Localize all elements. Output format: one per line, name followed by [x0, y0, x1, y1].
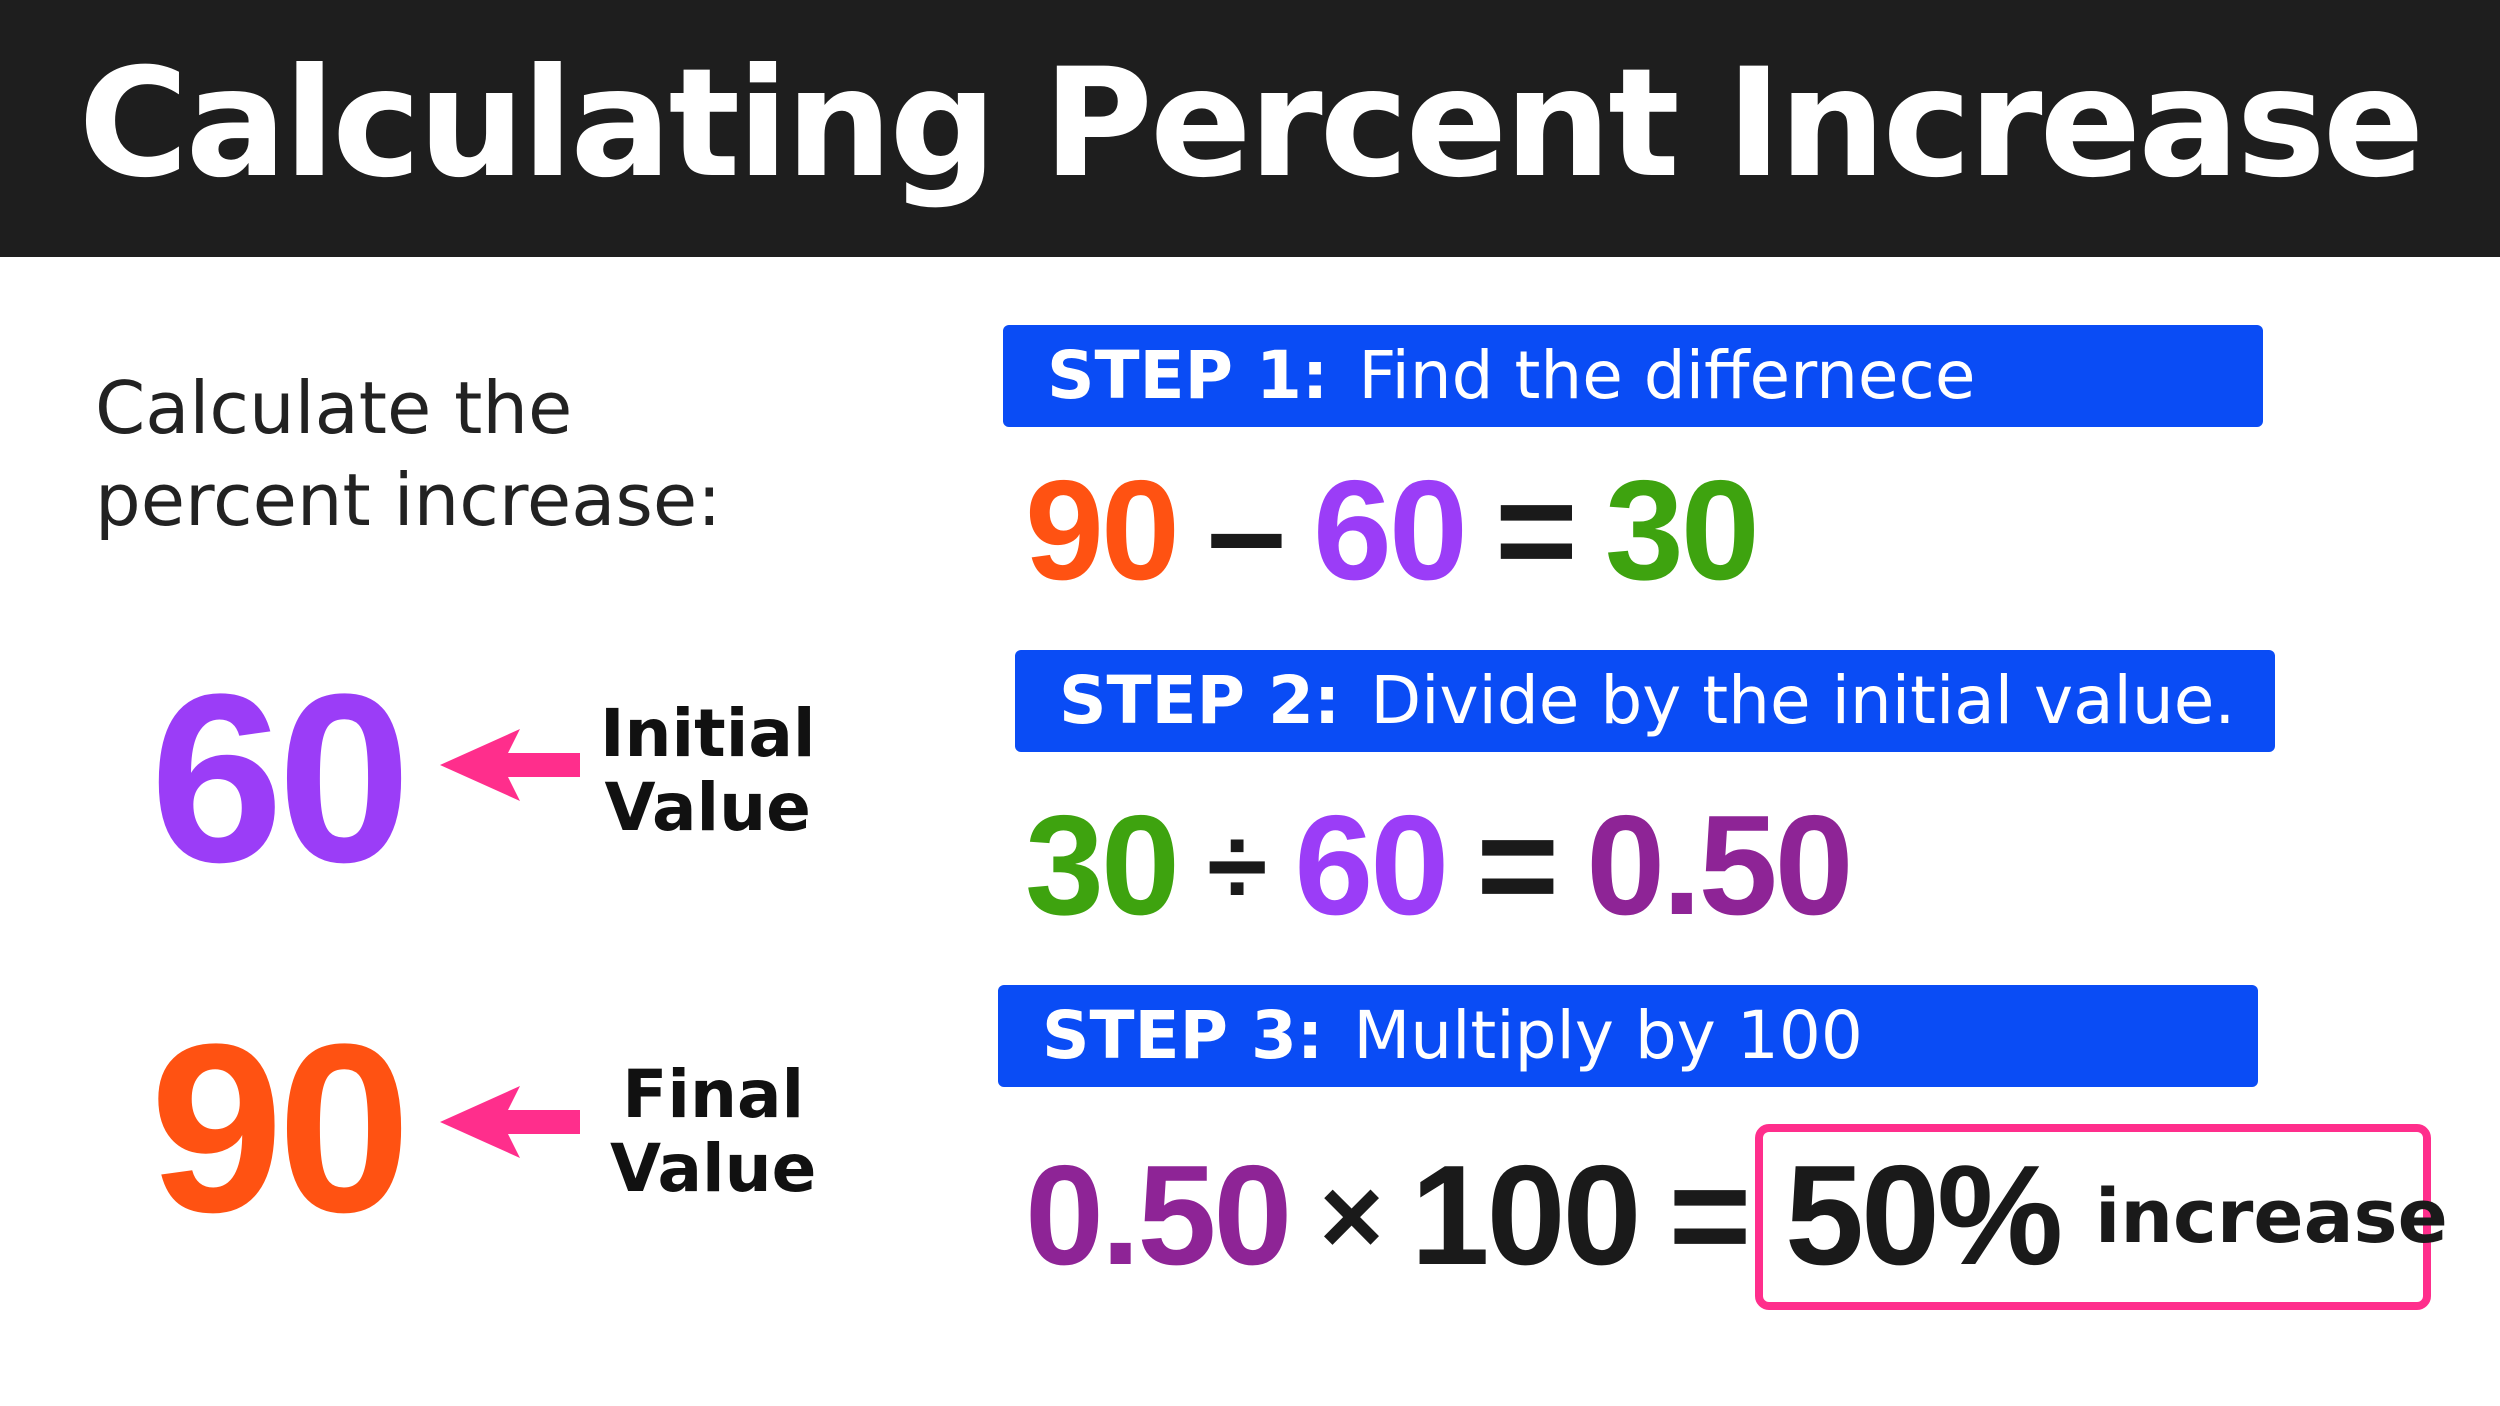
result-highlight-box	[1755, 1124, 2431, 1310]
step-2-key: STEP 2:	[1059, 662, 1341, 739]
step-2-text: Divide by the initial value.	[1370, 662, 2236, 739]
step-2-bar: STEP 2: Divide by the initial value.	[1015, 650, 2275, 752]
equals-sign: =	[1668, 1136, 1752, 1295]
equation-term: 30	[1025, 786, 1180, 945]
equation-term: 60	[1294, 786, 1449, 945]
step-1-bar: STEP 1: Find the differnece	[1003, 325, 2263, 427]
initial-label-line-1: Initial	[600, 695, 816, 772]
equation-result: 0.50	[1586, 786, 1853, 945]
result-word: increase	[2095, 1174, 2448, 1260]
equals-sign: =	[1476, 786, 1559, 945]
arrow-left-icon	[440, 729, 580, 801]
equation-term: 60	[1312, 451, 1468, 610]
step-3-key: STEP 3:	[1042, 997, 1324, 1074]
final-label-line-1: Final	[622, 1056, 805, 1133]
multiply-sign: ×	[1319, 1155, 1383, 1278]
question-prompt: Calculate the percent increase:	[95, 362, 721, 546]
step-3-bar: STEP 3: Multiply by 100	[998, 985, 2258, 1087]
final-value-number: 90	[150, 994, 411, 1262]
prompt-line-1: Calculate the	[95, 366, 573, 450]
final-label-line-2: Value	[610, 1130, 817, 1207]
final-value-label: Final Value	[610, 1058, 816, 1206]
minus-sign: –	[1206, 451, 1286, 610]
equation-result: 30	[1604, 451, 1760, 610]
step-1-key: STEP 1:	[1047, 337, 1329, 414]
step-3-text: Multiply by 100	[1353, 997, 1863, 1074]
arrow-left-icon	[440, 1086, 580, 1158]
equals-sign: =	[1494, 451, 1578, 610]
initial-value-label: Initial Value	[600, 697, 816, 845]
initial-value-number: 60	[150, 644, 411, 912]
prompt-line-2: percent increase:	[95, 458, 722, 542]
step-1-text: Find the differnece	[1358, 337, 1976, 414]
equation-term: 90	[1025, 451, 1180, 610]
divide-sign: ÷	[1206, 805, 1267, 928]
initial-label-line-2: Value	[604, 769, 811, 846]
step-3-equation: 0.50 × 100 =	[1025, 1145, 1778, 1287]
equation-term: 0.50	[1025, 1136, 1292, 1295]
page-title: Calculating Percent Increase	[78, 36, 2424, 211]
step-1-equation: 90–60 = 30	[1025, 451, 1760, 610]
equation-term: 100	[1410, 1136, 1642, 1295]
title-banner: Calculating Percent Increase	[0, 0, 2500, 257]
result-percent: 50%	[1785, 1136, 2063, 1295]
step-2-equation: 30 ÷ 60 = 0.50	[1025, 786, 1854, 945]
